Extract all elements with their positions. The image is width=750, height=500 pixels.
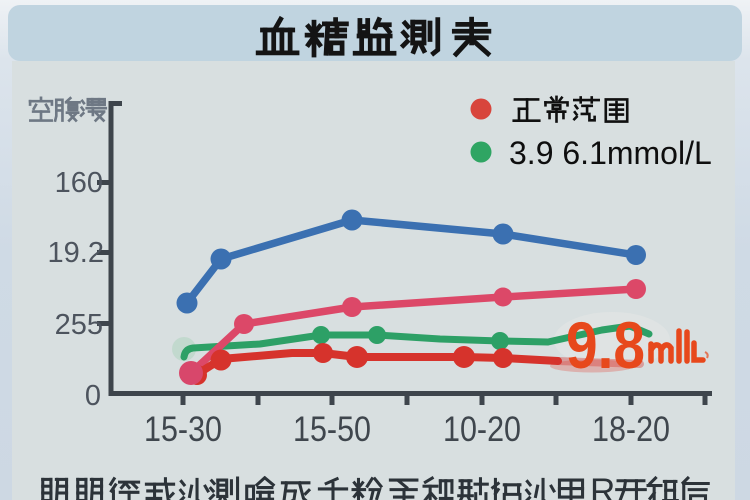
svg-text:0: 0 bbox=[85, 380, 101, 412]
svg-text:15-50: 15-50 bbox=[293, 410, 371, 449]
svg-text:19.2: 19.2 bbox=[48, 237, 104, 269]
svg-text:255: 255 bbox=[55, 309, 103, 341]
svg-text:R: R bbox=[590, 472, 615, 500]
svg-text:9.8: 9.8 bbox=[566, 308, 645, 382]
svg-text:160: 160 bbox=[55, 167, 103, 199]
svg-text:3.9 6.1mmol/L: 3.9 6.1mmol/L bbox=[509, 135, 712, 171]
svg-text:18-20: 18-20 bbox=[592, 410, 670, 449]
svg-text:10-20: 10-20 bbox=[443, 410, 521, 449]
svg-text:15-30: 15-30 bbox=[144, 410, 222, 449]
